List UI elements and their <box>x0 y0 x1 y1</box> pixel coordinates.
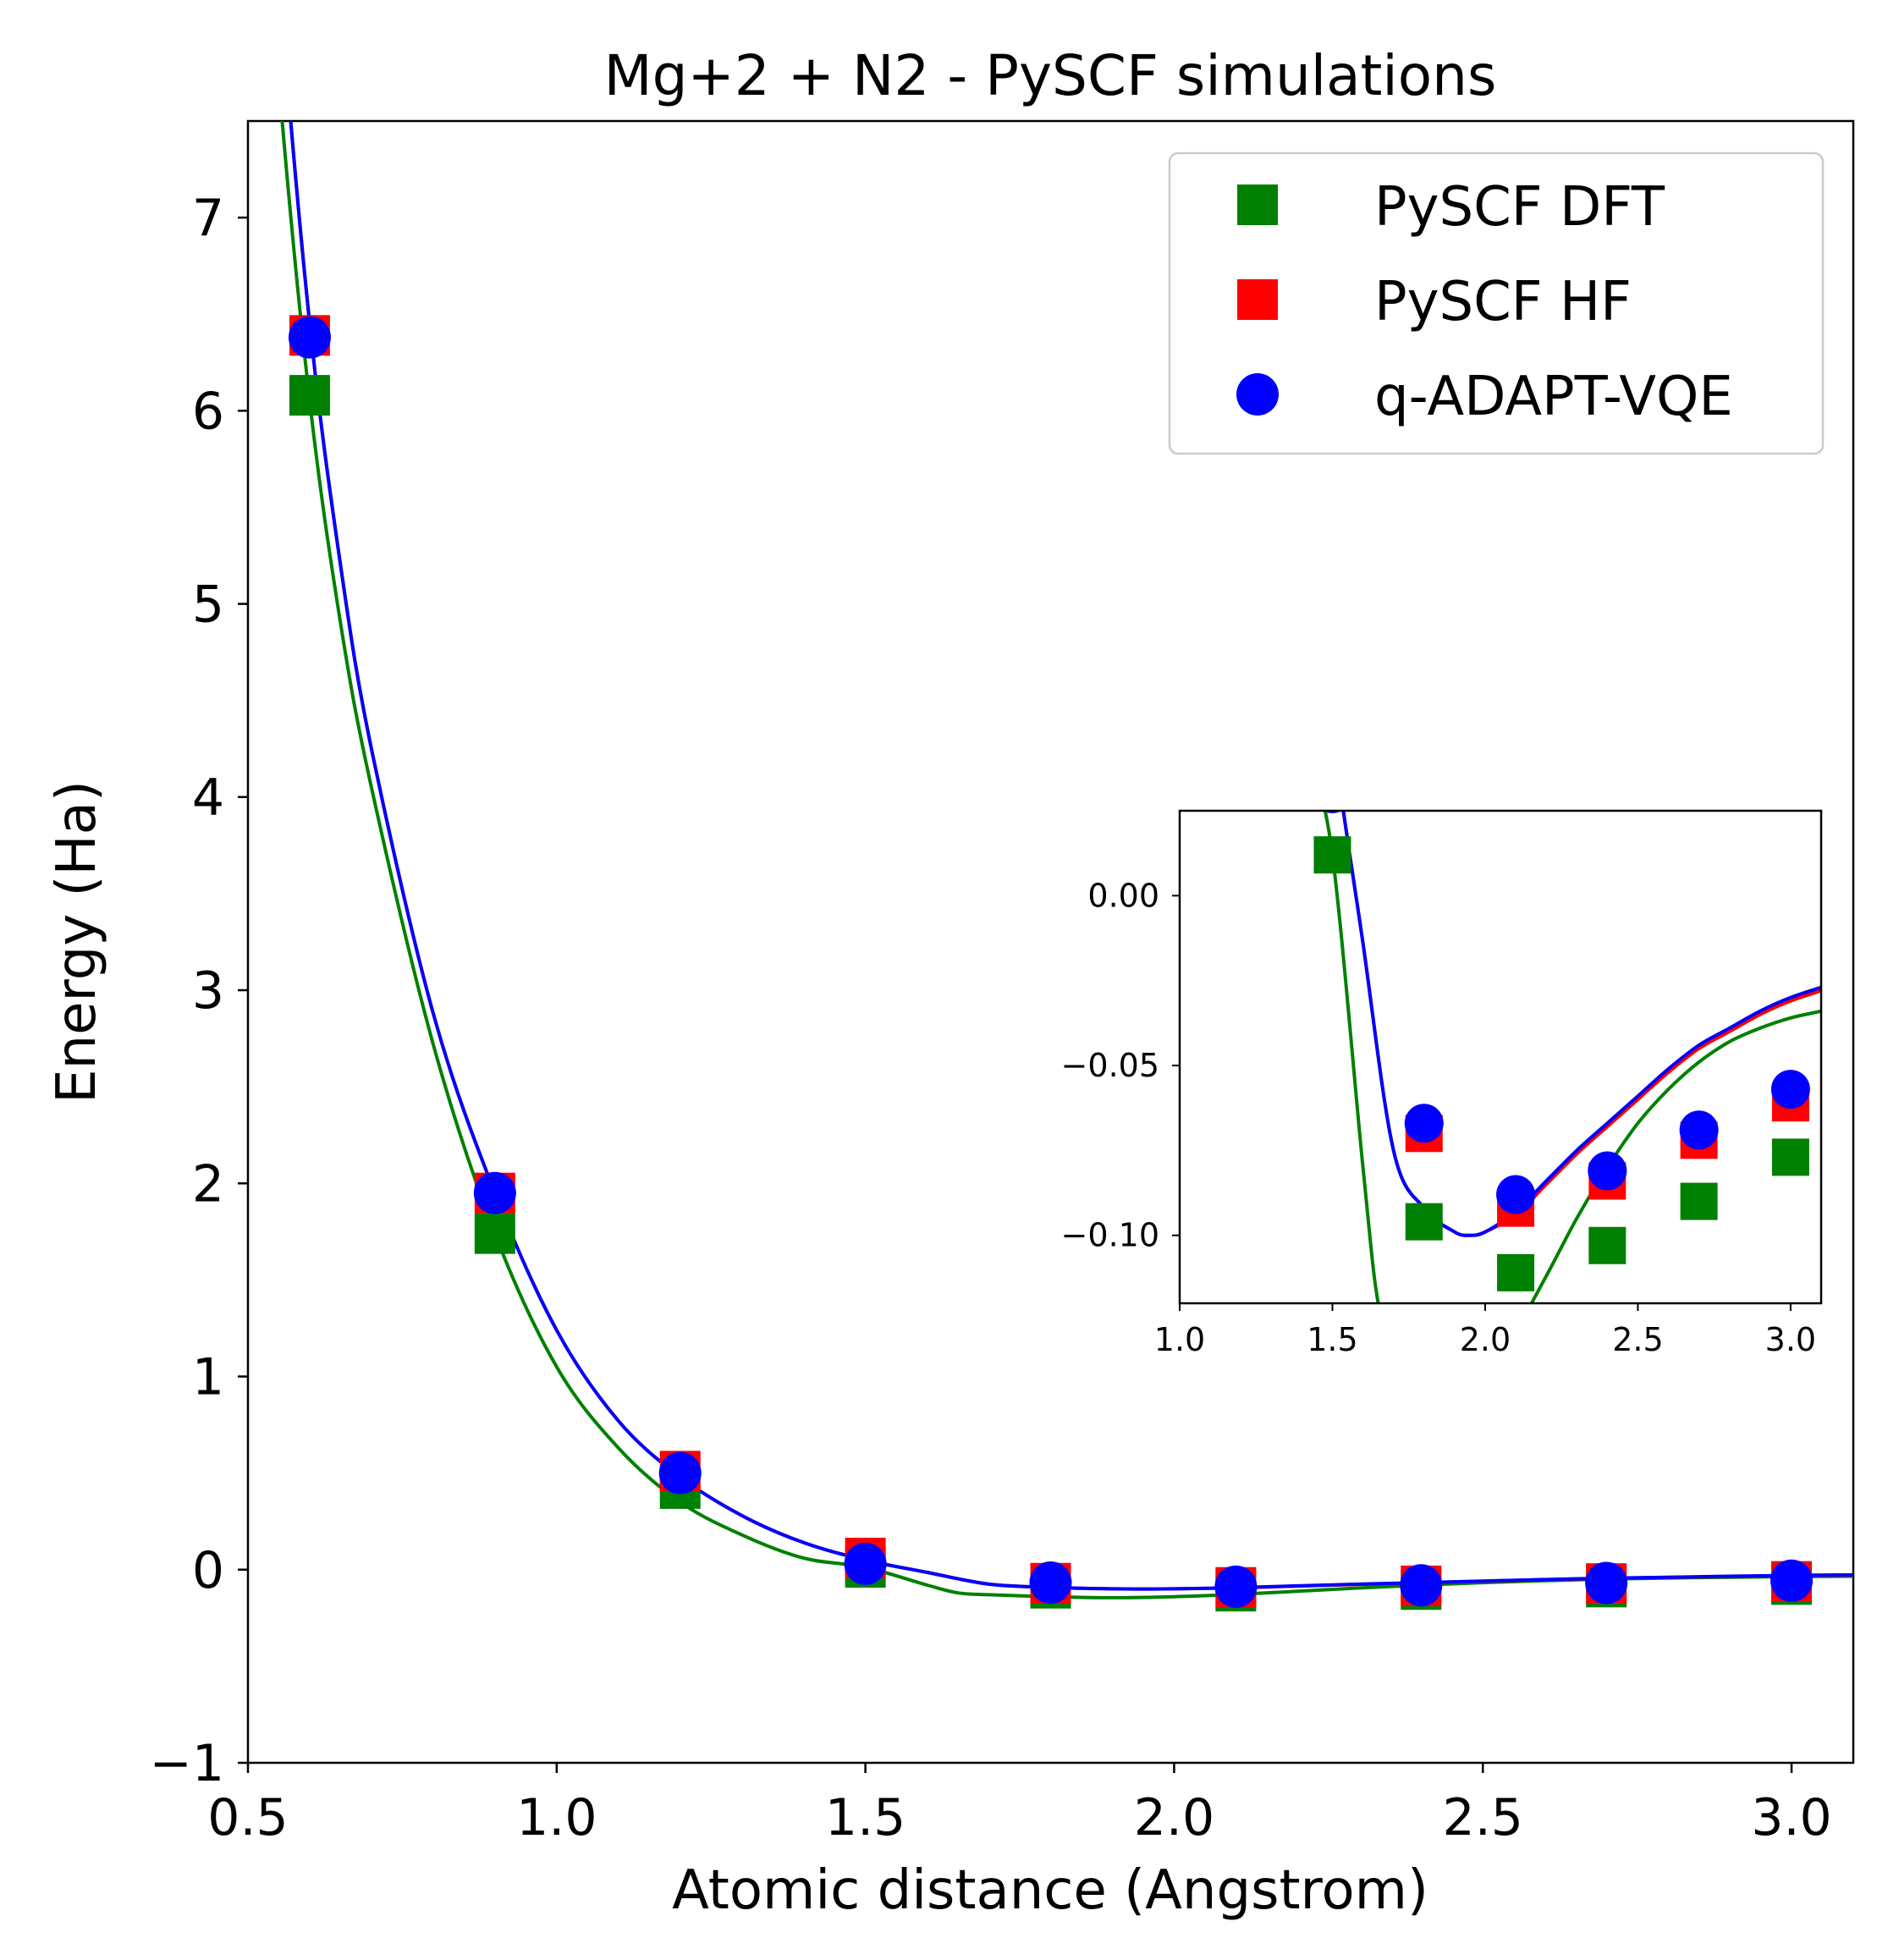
inset-y-tick-label: −0.10 <box>1061 1217 1159 1254</box>
inset-x-ticks: 1.0 1.5 2.0 2.5 3.0 <box>1154 1303 1816 1358</box>
legend-vqe-marker <box>1236 373 1279 416</box>
x-tick-label: 2.5 <box>1443 1788 1523 1847</box>
pyscf-dft-point <box>474 1213 515 1254</box>
y-tick-label: −1 <box>150 1734 224 1793</box>
inset-q-adapt-vqe-point <box>1496 1175 1536 1214</box>
legend-hf-label: PySCF HF <box>1374 271 1632 333</box>
inset-x-tick-label: 2.0 <box>1460 1321 1511 1358</box>
legend-dft-marker <box>1237 184 1278 225</box>
inset-pyscf-dft-point <box>1313 836 1351 874</box>
inset-x-tick-label: 2.5 <box>1612 1321 1663 1358</box>
y-tick-label: 6 <box>192 382 224 441</box>
inset-pyscf-dft-point <box>1405 1203 1443 1241</box>
inset-data-points <box>1313 674 1810 1291</box>
y-axis-label: Energy (Ha) <box>46 780 108 1104</box>
inset-y-ticks: −0.10 −0.05 0.00 <box>1061 877 1180 1254</box>
y-tick-label: 7 <box>192 189 224 248</box>
x-tick-label: 0.5 <box>207 1788 288 1847</box>
x-tick-label: 1.0 <box>516 1788 597 1847</box>
inset-q-adapt-vqe-point <box>1588 1151 1627 1191</box>
x-tick-label: 3.0 <box>1751 1788 1831 1847</box>
q-adapt-vqe-point <box>658 1451 702 1495</box>
inset-vqe-fit-curve <box>1341 811 1821 1237</box>
inset-pyscf-dft-point <box>1680 1182 1718 1220</box>
legend-dft-label: PySCF DFT <box>1374 176 1665 239</box>
pyscf-dft-point <box>289 375 330 416</box>
q-adapt-vqe-point <box>473 1171 516 1214</box>
y-tick-label: 2 <box>192 1154 224 1214</box>
q-adapt-vqe-point <box>1585 1561 1628 1605</box>
inset-pyscf-hf-point <box>1313 674 1351 711</box>
y-tick-label: 4 <box>192 768 224 828</box>
main-data-points <box>288 315 1814 1612</box>
y-tick-label: 1 <box>192 1348 224 1407</box>
q-adapt-vqe-point <box>844 1542 887 1585</box>
x-tick-label: 2.0 <box>1134 1788 1214 1847</box>
chart-title: Mg+2 + N2 - PySCF simulations <box>604 43 1497 108</box>
inset-q-adapt-vqe-point <box>1679 1110 1719 1150</box>
q-adapt-vqe-point <box>1029 1561 1072 1605</box>
y-tick-label: 0 <box>192 1541 224 1600</box>
inset-q-adapt-vqe-point <box>1770 1070 1810 1109</box>
main-fit-curves <box>280 121 1853 1599</box>
x-axis-label: Atomic distance (Angstrom) <box>672 1859 1428 1922</box>
legend: PySCF DFT PySCF HF q-ADAPT-VQE <box>1168 151 1825 455</box>
legend-vqe-label: q-ADAPT-VQE <box>1374 366 1733 428</box>
inset-pyscf-dft-point <box>1497 1253 1535 1291</box>
legend-box <box>1168 151 1825 455</box>
inset-pyscf-dft-point <box>1771 1138 1809 1176</box>
y-tick-label: 3 <box>192 961 224 1021</box>
inset-q-adapt-vqe-point <box>1323 811 1342 813</box>
main-x-ticks: 0.5 1.0 1.5 2.0 2.5 3.0 <box>207 1763 1832 1847</box>
inset-x-tick-label: 1.0 <box>1154 1321 1205 1358</box>
main-y-ticks: −1 0 1 2 3 4 5 6 7 <box>150 189 248 1793</box>
inset-plot-frame <box>1178 809 1823 1305</box>
x-tick-label: 1.5 <box>825 1788 905 1847</box>
inset-background <box>1180 811 1821 1303</box>
vqe-fit-curve <box>289 121 1853 1591</box>
q-adapt-vqe-point <box>288 316 331 359</box>
q-adapt-vqe-point <box>1214 1565 1258 1608</box>
inset-y-tick-label: 0.00 <box>1087 877 1159 914</box>
inset-y-tick-label: −0.05 <box>1061 1047 1159 1084</box>
q-adapt-vqe-point <box>1770 1559 1814 1602</box>
inset-x-tick-label: 3.0 <box>1765 1321 1816 1358</box>
inset-fit-curves <box>1323 811 1821 1303</box>
inset-pyscf-dft-point <box>1588 1226 1627 1264</box>
legend-hf-marker <box>1237 279 1278 320</box>
inset-q-adapt-vqe-point <box>1404 1104 1444 1143</box>
inset-x-tick-label: 1.5 <box>1307 1321 1357 1358</box>
main-plot-frame <box>246 119 1855 1765</box>
q-adapt-vqe-point <box>1400 1564 1443 1607</box>
y-tick-label: 5 <box>192 575 224 635</box>
